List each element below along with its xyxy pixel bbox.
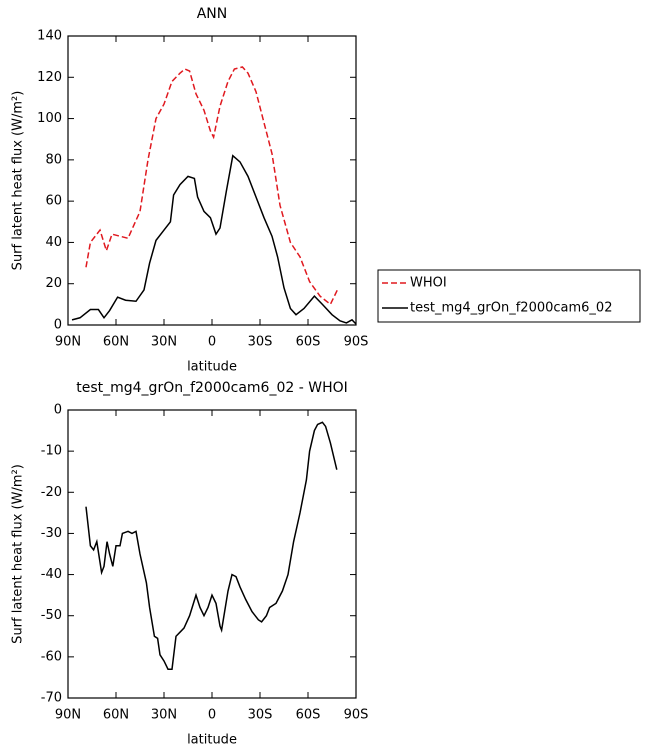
chart-title: test_mg4_grOn_f2000cam6_02 - WHOI xyxy=(76,380,348,396)
x-tick-label: 60S xyxy=(296,335,321,350)
y-tick-label: 0 xyxy=(54,318,62,333)
y-tick-label: 40 xyxy=(45,235,62,250)
y-tick-label: 20 xyxy=(45,276,62,291)
y-tick-label: 60 xyxy=(45,194,62,209)
plot-frame xyxy=(67,409,357,699)
data-line xyxy=(85,66,340,306)
data-line xyxy=(71,154,357,325)
x-tick-label: 30S xyxy=(248,708,273,723)
x-tick-label: 0 xyxy=(208,335,216,350)
y-tick-label: -20 xyxy=(41,485,62,500)
x-tick-label: 90N xyxy=(55,708,81,723)
y-tick-label: -30 xyxy=(41,526,62,541)
y-tick-label: 140 xyxy=(37,29,62,44)
y-tick-label: 100 xyxy=(37,111,62,126)
x-tick-label: 0 xyxy=(208,708,216,723)
y-tick-label: -50 xyxy=(41,608,62,623)
x-tick-label: 30N xyxy=(151,708,177,723)
chart-title: ANN xyxy=(197,6,228,22)
y-tick-label: -60 xyxy=(41,649,62,664)
x-axis-label: latitude xyxy=(187,360,237,375)
y-tick-label: 0 xyxy=(54,403,62,418)
legend-label: test_mg4_grOn_f2000cam6_02 xyxy=(410,301,612,316)
x-tick-label: 30S xyxy=(248,335,273,350)
y-tick-label: 80 xyxy=(45,152,62,167)
data-line xyxy=(85,421,338,670)
x-tick-label: 60S xyxy=(296,708,321,723)
x-axis-label: latitude xyxy=(187,733,237,748)
x-tick-label: 90N xyxy=(55,335,81,350)
y-tick-label: -40 xyxy=(41,567,62,582)
x-tick-label: 60N xyxy=(103,335,129,350)
x-tick-label: 60N xyxy=(103,708,129,723)
x-tick-label: 90S xyxy=(344,335,369,350)
y-tick-label: -10 xyxy=(41,444,62,459)
plot-frame xyxy=(67,35,357,326)
y-axis-label: Surf latent heat flux (W/m²) xyxy=(11,91,26,271)
x-tick-label: 90S xyxy=(344,708,369,723)
legend-box xyxy=(377,269,641,323)
legend-label: WHOI xyxy=(410,276,447,291)
y-tick-label: -70 xyxy=(41,691,62,706)
y-axis-label: Surf latent heat flux (W/m²) xyxy=(11,464,26,644)
y-tick-label: 120 xyxy=(37,70,62,85)
x-tick-label: 30N xyxy=(151,335,177,350)
